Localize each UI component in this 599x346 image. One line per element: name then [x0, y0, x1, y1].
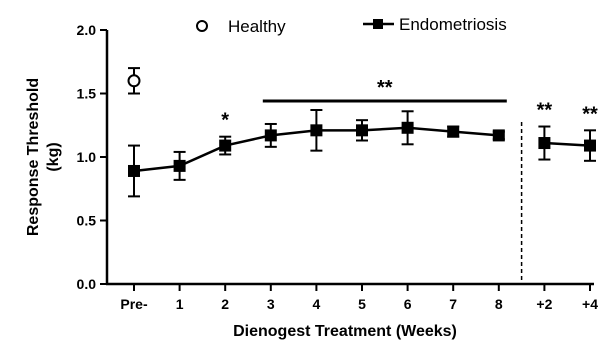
x-tick-label: +4 — [582, 296, 598, 312]
legend-endometriosis-label: Endometriosis — [399, 15, 507, 34]
x-tick-label: 8 — [495, 296, 503, 312]
x-tick-label: 1 — [176, 296, 184, 312]
x-tick-label: 4 — [313, 296, 321, 312]
data-point-endometriosis — [447, 125, 460, 138]
data-point-endometriosis — [401, 121, 414, 134]
x-tick-label: 7 — [449, 296, 457, 312]
legend-healthy-label: Healthy — [228, 17, 286, 36]
y-tick-label: 1.0 — [77, 149, 97, 165]
data-point-endometriosis — [356, 124, 368, 137]
significance-label: ** — [582, 103, 598, 125]
legend-endometriosis-marker — [373, 19, 383, 29]
x-tick-label: 2 — [221, 296, 229, 312]
data-point-endometriosis — [264, 129, 277, 142]
data-point-endometriosis — [310, 124, 323, 137]
data-point-endometriosis — [219, 139, 232, 152]
y-axis-title-line-2: (kg) — [45, 142, 62, 171]
data-point-endometriosis — [173, 159, 186, 172]
significance-label: ** — [377, 77, 393, 99]
significance-label: * — [221, 110, 229, 132]
x-ticks: Pre- 1 2 3 4 5 6 7 8 +2 +4 — [120, 284, 598, 312]
y-tick-label: 2.0 — [77, 22, 97, 38]
data-point-endometriosis — [128, 164, 140, 177]
legend: Healthy Endometriosis — [196, 15, 507, 36]
y-axis-title-line-1: Response Threshold — [25, 78, 42, 236]
significance-label: ** — [537, 100, 553, 122]
annotation-layer: ***** ** — [221, 77, 598, 132]
legend-healthy-marker — [196, 20, 208, 32]
x-tick-label: Pre- — [120, 296, 148, 312]
x-tick-label: 6 — [404, 296, 412, 312]
data-point-endometriosis — [492, 129, 505, 142]
series-layer — [127, 67, 596, 198]
data-point-endometriosis — [584, 139, 596, 152]
y-ticks: 0.0 0.5 1.0 1.5 2.0 — [77, 22, 107, 292]
x-tick-label: 3 — [267, 296, 275, 312]
x-axis-title: Dienogest Treatment (Weeks) — [233, 323, 457, 340]
x-tick-label: 5 — [358, 296, 366, 312]
x-tick-label: +2 — [536, 296, 552, 312]
series-line-endometriosis — [544, 141, 591, 147]
y-axis-title: Response Threshold (kg) — [25, 78, 62, 236]
data-point-healthy — [127, 74, 141, 88]
data-point-endometriosis — [538, 137, 551, 150]
y-tick-label: 0.5 — [77, 213, 97, 229]
y-tick-label: 1.5 — [77, 86, 97, 102]
y-tick-label: 0.0 — [77, 276, 97, 292]
